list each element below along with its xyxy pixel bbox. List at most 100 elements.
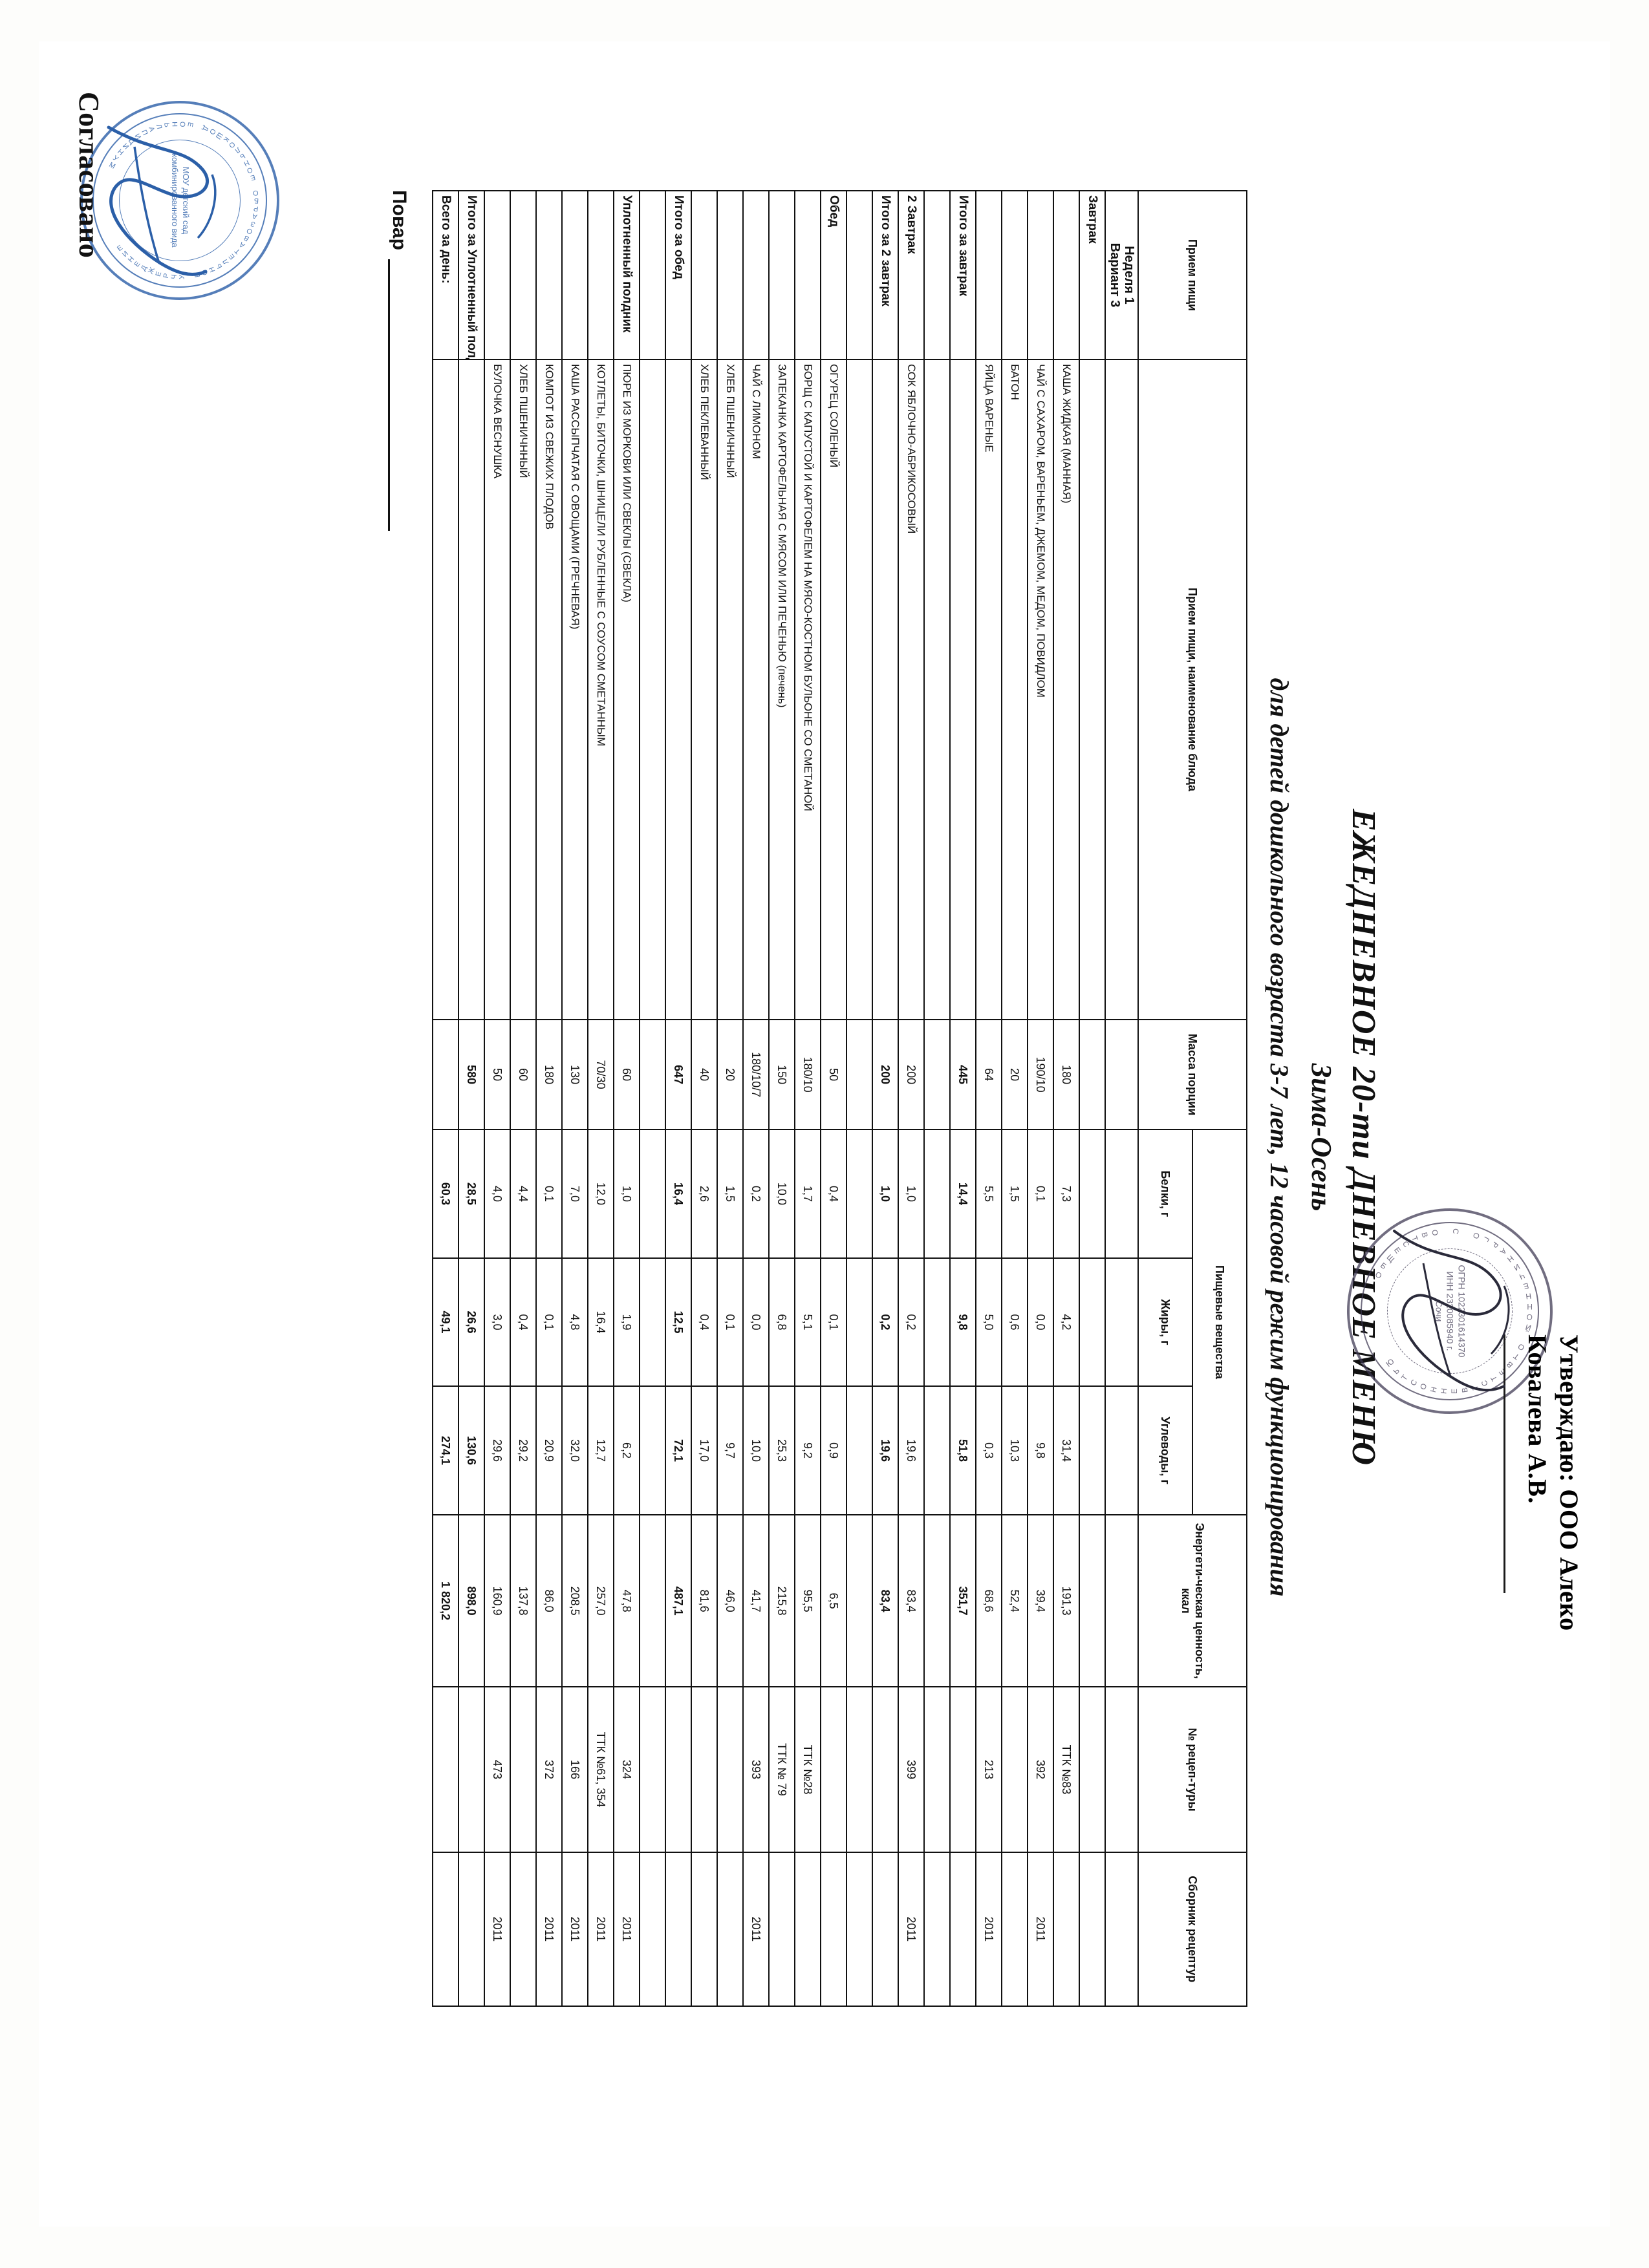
cell-carbs: 12,7 [588,1386,614,1515]
cell-carbs: 0,9 [821,1386,847,1515]
cell-protein: 12,0 [588,1129,614,1258]
cell-dish: КАША РАССЫПЧАТАЯ С ОВОЩАМИ (ГРЕЧНЕВАЯ) [562,359,588,1020]
approval-block: Утверждаю: ООО Алеко Ковалева А.В. [1521,1334,1584,1631]
cell-protein: 16,4 [665,1129,692,1258]
cell-protein: 0,4 [821,1129,847,1258]
cell-meal [743,191,770,359]
cell-dish: ХЛЕБ ПШЕНИЧННЫЙ [510,359,537,1020]
cell-collection [795,1852,821,2006]
cell-fat: 0,0 [1028,1257,1054,1387]
page-subtitle-season: Зима-Осень [1306,1063,1337,1212]
cell-mass: 190/10 [1028,1020,1054,1130]
cell-protein [846,1129,873,1258]
cell-carbs: 9,8 [1028,1386,1054,1515]
page-title: ЕЖЕДНЕВНОЕ 20-ти ДНЕВНОЕ МЕНЮ [1345,808,1382,1466]
week-variant-row: Неделя 1 Вариант 3 [1105,191,1138,2006]
cell-mass: 580 [458,1020,485,1130]
cell-carbs [1079,1386,1106,1515]
approval-signature-line [1503,1334,1505,1593]
cook-signature-line [388,259,402,531]
cell-collection [1079,1852,1106,2006]
table-row-spacer [846,191,873,2006]
cell-dish: СОК ЯБЛОЧНО-АБРИКОСОВЫЙ [898,359,925,1020]
table-row: БУЛОЧКА ВЕСНУШКА 50 4,0 3,0 29,6 160,9 473 2011 [484,191,511,2006]
cell-recipe [717,1687,744,1852]
cell-energy [846,1514,873,1687]
table-row: ХЛЕБ ПЕКЛЕВАННЫЙ 40 2,6 0,4 17,0 81,6 [691,191,718,2006]
cell-mass: 50 [484,1020,511,1130]
cell-recipe: 372 [536,1687,563,1852]
cell-protein [1079,1129,1106,1258]
cell-collection [950,1852,976,2006]
table-row: Итого за 2 завтрак 200 1,0 0,2 19,6 83,4 [872,191,899,2006]
cell-dish: БОРЩ С КАПУСТОЙ И КАРТОФЕЛЕМ НА МЯСО-КОС… [795,359,821,1020]
table-row: БОРЩ С КАПУСТОЙ И КАРТОФЕЛЕМ НА МЯСО-КОС… [795,191,821,2006]
cell-fat: 0,2 [898,1257,925,1387]
cell-protein: 1,5 [717,1129,744,1258]
cell-dish: КОМПОТ ИЗ СВЕЖИХ ПЛОДОВ [536,359,563,1020]
th-meal: Прием пищи [1138,191,1247,359]
cell-fat: 3,0 [484,1257,511,1387]
cell-recipe: ТТК №28 [795,1687,821,1852]
cell-collection [640,1852,666,2006]
cell-mass: 180 [536,1020,563,1130]
cell-fat: 0,1 [821,1257,847,1387]
cell-protein: 7,3 [1053,1129,1080,1258]
cell-dish: ЯЙЦА ВАРЕНЫЕ [976,359,1002,1020]
cell-protein: 5,5 [976,1129,1002,1258]
cell-protein: 1,0 [898,1129,925,1258]
cell-carbs: 10,0 [743,1386,770,1515]
cell-energy: 47,8 [614,1514,640,1687]
cell-fat: 26,6 [458,1257,485,1387]
footer: Повар [388,190,410,2188]
cell-collection [510,1852,537,2006]
table-row: Итого за завтрак 445 14,4 9,8 51,8 351,7 [950,191,976,2006]
cell-protein: 1,5 [1002,1129,1028,1258]
cell-carbs: 29,6 [484,1386,511,1515]
cell-protein: 1,0 [872,1129,899,1258]
cell-carbs: 19,6 [872,1386,899,1515]
cell-fat [640,1257,666,1387]
cell-recipe: 166 [562,1687,588,1852]
cell-energy: 83,4 [872,1514,899,1687]
cell-meal: Завтрак [1079,191,1106,359]
cell-mass: 180/10/7 [743,1020,770,1130]
cell-recipe [510,1687,537,1852]
cell-meal: Уплотненный полдник [614,191,640,359]
cell-recipe: 399 [898,1687,925,1852]
table-row: ЯЙЦА ВАРЕНЫЕ 64 5,5 5,0 0,3 68,6 213 2011 [976,191,1002,2006]
cell-recipe: ТТК №83 [1053,1687,1080,1852]
cell-carbs: 72,1 [665,1386,692,1515]
menu-table-body: Неделя 1 Вариант 3 Завтрак КАША ЖИДКАЯ (М… [433,191,1138,2006]
cell-recipe [950,1687,976,1852]
cell-dish: ЧАЙ С САХАРОМ, ВАРЕНЬЕМ, ДЖЕМОМ, МЕДОМ, … [1028,359,1054,1020]
cell-mass: 70/30 [588,1020,614,1130]
cell-dish: БАТОН [1002,359,1028,1020]
cell-dish [872,359,899,1020]
cell-mass: 50 [821,1020,847,1130]
cell-recipe [846,1687,873,1852]
cell-meal [691,191,718,359]
cell-protein: 0,2 [743,1129,770,1258]
cell-meal: Итого за 2 завтрак [872,191,899,359]
cell-protein: 28,5 [458,1129,485,1258]
cell-meal [562,191,588,359]
th-carbs: Углеводы, г [1138,1386,1192,1515]
cell-recipe: ТТК № 79 [769,1687,795,1852]
cell-collection: 2011 [1028,1852,1054,2006]
cell-energy: 898,0 [458,1514,485,1687]
cell-mass: 130 [562,1020,588,1130]
week-variant-mass [1105,1020,1138,1130]
cell-carbs: 31,4 [1053,1386,1080,1515]
cell-fat: 16,4 [588,1257,614,1387]
cell-collection [458,1852,485,2006]
cell-energy: 41,7 [743,1514,770,1687]
cell-meal [769,191,795,359]
cell-dish [924,359,951,1020]
cell-collection [433,1852,459,2006]
